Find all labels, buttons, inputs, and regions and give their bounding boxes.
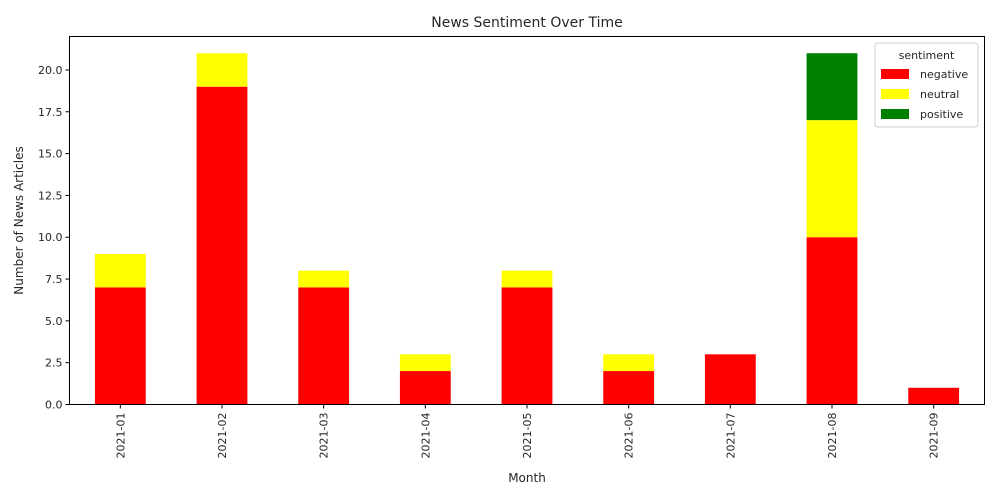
y-tick-label: 0.0: [45, 399, 63, 412]
bar-neutral-2021-02: [196, 53, 248, 87]
y-tick-label: 20.0: [38, 64, 63, 77]
y-tick-label: 10.0: [38, 231, 63, 244]
bar-negative-2021-09: [908, 387, 960, 405]
x-tick-label: 2021-02: [216, 413, 229, 459]
bar-neutral-2021-08: [806, 120, 858, 238]
bar-negative-2021-05: [501, 287, 553, 405]
bar-positive-2021-08: [806, 53, 858, 121]
bar-negative-2021-01: [94, 287, 146, 405]
x-axis-label: Month: [508, 471, 546, 485]
legend-swatch-neutral: [881, 89, 909, 99]
legend-label-positive: positive: [920, 108, 963, 121]
legend-title: sentiment: [899, 49, 955, 62]
bar-negative-2021-02: [196, 86, 248, 405]
x-tick-label: 2021-03: [318, 413, 331, 459]
bar-negative-2021-03: [298, 287, 350, 405]
bar-neutral-2021-03: [298, 270, 350, 288]
bar-neutral-2021-01: [94, 253, 146, 288]
y-tick-label: 2.5: [45, 357, 63, 370]
x-tick-label: 2021-05: [521, 413, 534, 459]
bar-negative-2021-08: [806, 237, 858, 405]
x-tick-label: 2021-08: [826, 413, 839, 459]
x-tick-label: 2021-09: [928, 413, 941, 459]
legend-swatch-negative: [881, 69, 909, 79]
y-tick-label: 12.5: [38, 189, 63, 202]
bar-negative-2021-07: [704, 354, 756, 405]
y-tick-label: 7.5: [45, 273, 63, 286]
bar-neutral-2021-05: [501, 270, 553, 288]
x-tick-label: 2021-06: [623, 413, 636, 459]
bar-neutral-2021-06: [603, 354, 655, 372]
x-axis: 2021-01 2021-02 2021-03 2021-04 2021-05 2021-…: [114, 404, 941, 459]
legend-box: [874, 42, 979, 128]
y-axis-label: Number of News Articles: [12, 146, 26, 294]
bar-negative-2021-04: [399, 371, 451, 405]
y-axis: 0.0 2.5 5.0 7.5 10.0 12.5 15.0 17.5 20.0: [38, 64, 70, 412]
x-tick-label: 2021-01: [114, 413, 127, 459]
x-tick-label: 2021-07: [724, 413, 737, 459]
plot-frame: [69, 36, 985, 405]
y-tick-label: 5.0: [45, 315, 63, 328]
bar-negative-2021-06: [603, 371, 655, 405]
bars-group: [94, 53, 960, 405]
legend: sentiment negative neutral positive: [874, 42, 979, 128]
chart-title: News Sentiment Over Time: [431, 15, 622, 31]
legend-swatch-positive: [881, 109, 909, 119]
y-tick-label: 15.0: [38, 148, 63, 161]
bar-neutral-2021-04: [399, 354, 451, 372]
y-tick-label: 17.5: [38, 106, 63, 119]
legend-label-negative: negative: [920, 68, 968, 81]
x-tick-label: 2021-04: [419, 413, 432, 459]
legend-label-neutral: neutral: [920, 88, 959, 101]
